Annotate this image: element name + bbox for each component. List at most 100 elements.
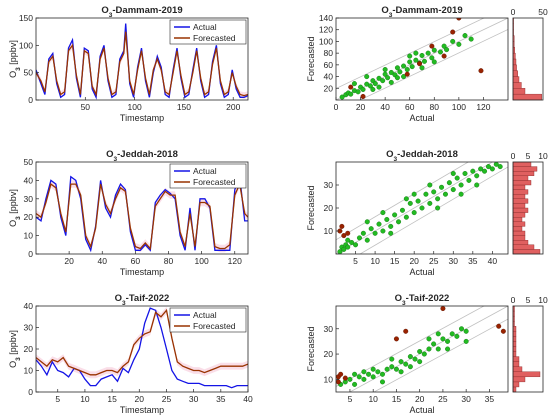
chart-title-main: O bbox=[106, 149, 113, 160]
y-tick-label: 20 bbox=[324, 203, 334, 213]
x-tick-label: 60 bbox=[131, 256, 141, 266]
y-tick-label: 0 bbox=[28, 95, 33, 105]
guide-line bbox=[349, 306, 508, 392]
y-axis-label-main: O bbox=[8, 71, 18, 78]
scatter-outlier bbox=[341, 233, 347, 239]
scatter-point bbox=[421, 58, 427, 64]
x-tick-label: 10 bbox=[370, 256, 380, 266]
y-axis-label-rest: [ppbv] bbox=[8, 189, 18, 216]
marginal-histogram-5: 0 5 10 bbox=[511, 295, 548, 393]
scatter-point bbox=[356, 374, 362, 380]
chart-title-sub: 3 bbox=[109, 12, 113, 19]
histogram-bar bbox=[512, 326, 517, 332]
histogram-bar bbox=[512, 356, 520, 362]
y-axis-label: Forecasted bbox=[306, 185, 316, 230]
scatter-point bbox=[352, 371, 358, 377]
histogram-bar bbox=[512, 184, 526, 190]
scatter-point bbox=[439, 184, 445, 190]
histogram-tick-label: 0 bbox=[511, 151, 516, 161]
scatter-point bbox=[411, 191, 417, 197]
scatter-outlier bbox=[348, 84, 354, 90]
scatter-point bbox=[454, 175, 460, 181]
x-tick-label: 120 bbox=[228, 256, 242, 266]
scatter-point bbox=[431, 47, 437, 53]
scatter-point bbox=[370, 86, 376, 92]
histogram-tick-label: 0 bbox=[511, 7, 516, 17]
scatter-point bbox=[361, 369, 367, 375]
histogram-bar bbox=[512, 351, 517, 357]
line-chart-2: 20 40 60 80 100 120 0 10 20 30 40 50 ActualForecaste… bbox=[8, 149, 249, 277]
scatter-point bbox=[431, 189, 437, 195]
scatter-outlier bbox=[441, 53, 447, 59]
plot-area bbox=[36, 306, 248, 389]
x-tick-label: 20 bbox=[356, 102, 366, 112]
scatter-point bbox=[389, 364, 395, 370]
x-tick-label: 10 bbox=[80, 394, 90, 404]
scatter-point bbox=[413, 50, 419, 56]
y-axis-label-sub: 3 bbox=[15, 67, 22, 71]
x-tick-label: 30 bbox=[461, 394, 471, 404]
x-tick-label: 15 bbox=[390, 256, 400, 266]
chart-title-rest: -Dammam-2019 bbox=[392, 5, 462, 16]
y-tick-label: 20 bbox=[324, 349, 334, 359]
y-tick-label: 80 bbox=[324, 48, 334, 58]
scatter-point bbox=[419, 205, 425, 211]
x-tick-label: 150 bbox=[177, 102, 191, 112]
y-tick-label: 140 bbox=[319, 13, 333, 23]
scatter-point bbox=[361, 376, 367, 382]
plot-area bbox=[36, 23, 248, 100]
scatter-point bbox=[426, 346, 432, 352]
scatter-point bbox=[474, 173, 480, 179]
scatter-point bbox=[435, 205, 441, 211]
scatter-point bbox=[456, 41, 462, 47]
scatter-point bbox=[407, 200, 413, 206]
x-tick-label: 35 bbox=[485, 394, 495, 404]
scatter-point bbox=[445, 338, 451, 344]
scatter-outlier bbox=[440, 306, 446, 312]
scatter-point bbox=[345, 237, 351, 243]
x-tick-label: 5 bbox=[348, 394, 353, 404]
histogram-tick-label: 10 bbox=[538, 151, 548, 161]
histogram-bar bbox=[512, 371, 541, 378]
histogram-bar bbox=[512, 221, 526, 227]
scatter-point bbox=[423, 191, 429, 197]
scatter-point bbox=[435, 196, 441, 202]
histogram-bar bbox=[512, 161, 532, 167]
x-tick-label: 40 bbox=[243, 394, 253, 404]
scatter-point bbox=[380, 210, 386, 216]
x-tick-label: 60 bbox=[405, 102, 415, 112]
series-line-forecasted bbox=[36, 181, 248, 250]
chart-title-main: O bbox=[115, 293, 122, 304]
scatter-point bbox=[435, 346, 441, 352]
scatter-point bbox=[462, 33, 468, 39]
scatter-point bbox=[450, 170, 456, 176]
scatter-point bbox=[437, 49, 443, 55]
chart-title-sub: 3 bbox=[114, 156, 118, 163]
x-tick-label: 100 bbox=[452, 102, 466, 112]
scatter-point bbox=[364, 74, 370, 80]
scatter-point bbox=[419, 65, 425, 71]
line-chart-0: 50 100 150 200050100150ActualForecastedO3-D… bbox=[8, 5, 249, 123]
histogram-bar bbox=[512, 175, 529, 181]
histogram-bar bbox=[512, 381, 520, 388]
scatter-outlier bbox=[450, 29, 456, 35]
scatter-point bbox=[417, 349, 423, 355]
guide-line bbox=[359, 166, 508, 254]
scatter-point bbox=[360, 86, 366, 92]
scatter-point bbox=[404, 67, 410, 73]
scatter-point bbox=[482, 168, 488, 174]
chart-title-main: O bbox=[101, 5, 108, 16]
scatter-point bbox=[345, 244, 351, 250]
axes-border bbox=[335, 17, 509, 101]
x-tick-label: 15 bbox=[392, 394, 402, 404]
y-tick-label: 0 bbox=[28, 387, 33, 397]
scatter-point bbox=[403, 214, 409, 220]
y-axis-label-rest: [ppbv] bbox=[8, 40, 18, 67]
scatter-point bbox=[407, 53, 413, 59]
y-tick-label: 120 bbox=[319, 25, 333, 35]
y-tick-label: 40 bbox=[24, 175, 34, 185]
histogram-bar bbox=[512, 341, 517, 347]
scatter-point bbox=[349, 239, 355, 245]
scatter-point bbox=[393, 366, 399, 372]
